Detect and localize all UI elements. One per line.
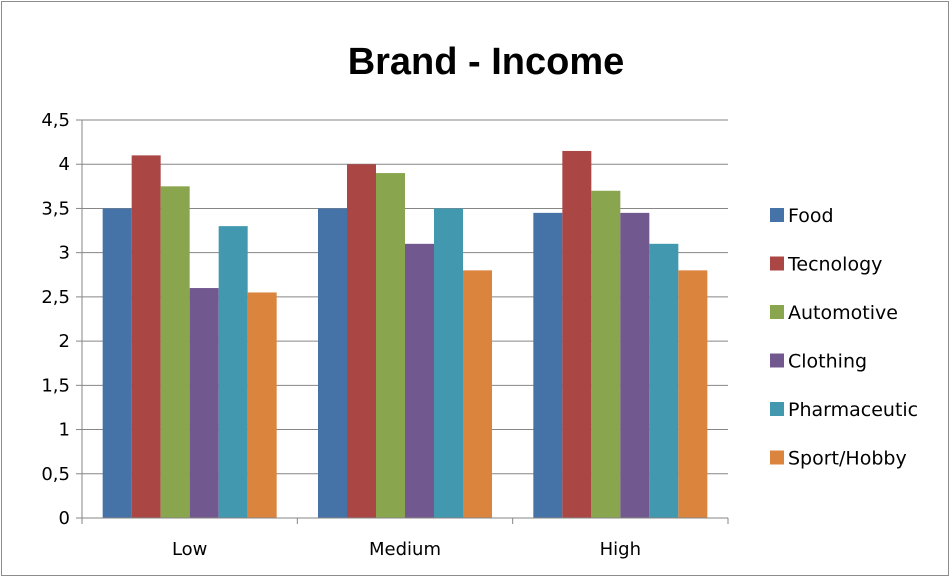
y-tick-label: 0,5 [41, 464, 70, 485]
bar-clothing-high [620, 212, 650, 518]
legend-swatch [770, 305, 784, 319]
y-tick-label: 4,5 [41, 110, 70, 131]
legend-swatch [770, 353, 784, 368]
bar-pharmaceutic-medium [434, 208, 463, 518]
legend-label: Food [788, 205, 834, 227]
x-tick-label: Medium [369, 539, 441, 560]
y-tick-label: 1,5 [41, 375, 70, 396]
bar-food-high [533, 212, 563, 518]
y-tick-label: 3,5 [41, 198, 70, 219]
bar-clothing-medium [405, 243, 434, 519]
bar-automotive-low [160, 186, 190, 519]
chart-title: Brand - Income [348, 41, 625, 83]
legend: Food Tecnology Automotive Clothing Pharmaceu… [770, 205, 918, 470]
bars [102, 150, 708, 519]
bar-food-low [102, 208, 132, 518]
bar-tecnology-medium [347, 164, 376, 518]
legend-swatch [770, 208, 784, 222]
legend-label: Sport/Hobby [788, 448, 907, 470]
x-tick-label: High [600, 539, 641, 560]
bar-sport-hobby-low [247, 292, 277, 518]
bar-tecnology-low [131, 155, 161, 518]
bar-sport-hobby-medium [463, 270, 492, 518]
x-tick-label: Low [172, 539, 207, 560]
legend-label: Tecnology [787, 254, 882, 276]
bar-automotive-medium [376, 173, 405, 519]
bar-pharmaceutic-high [649, 243, 679, 519]
y-tick-label: 3 [59, 243, 70, 264]
bar-sport-hobby-high [678, 270, 708, 518]
legend-swatch [770, 256, 784, 271]
axes: 0 0,5 1 1,5 2 2,5 3 3,5 4 4,5 Low Medium High [41, 110, 729, 560]
y-tick-label: 4 [59, 154, 70, 175]
bar-tecnology-high [562, 150, 592, 518]
y-tick-label: 2 [59, 331, 70, 352]
legend-label: Automotive [788, 302, 898, 324]
y-tick-label: 0 [59, 508, 70, 529]
legend-swatch [770, 402, 784, 416]
bar-food-medium [318, 208, 347, 518]
bar-clothing-low [189, 288, 219, 518]
y-tick-label: 1 [59, 420, 70, 441]
bar-pharmaceutic-low [218, 226, 248, 518]
y-tick-label: 2,5 [41, 287, 70, 308]
legend-label: Clothing [788, 351, 867, 373]
legend-label: Pharmaceutic [788, 399, 918, 421]
legend-swatch [770, 450, 784, 465]
bar-automotive-high [591, 190, 621, 518]
